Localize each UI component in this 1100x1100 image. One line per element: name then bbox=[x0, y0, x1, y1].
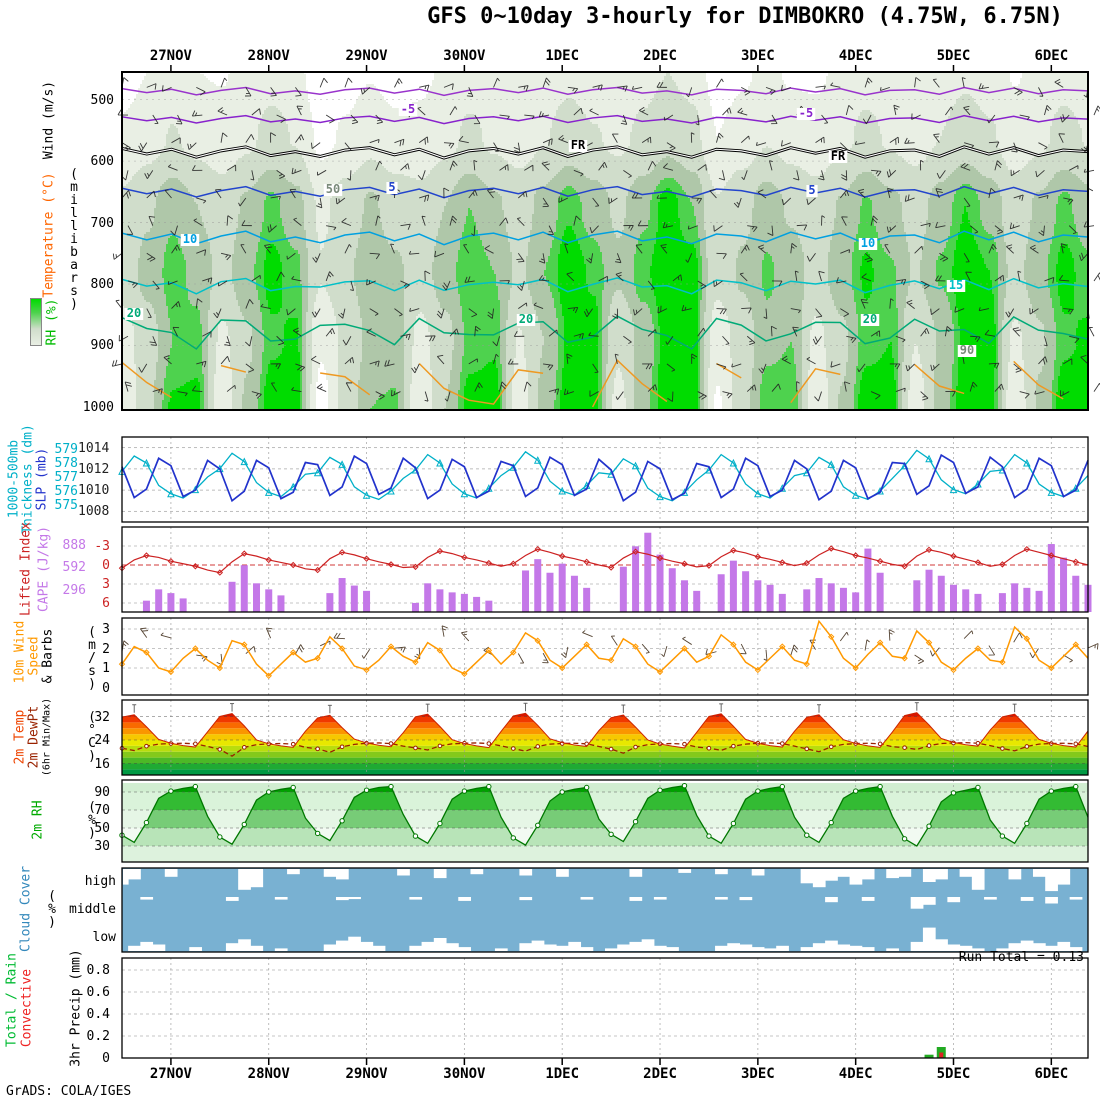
slp-tick: 1012 bbox=[78, 461, 110, 477]
date-label-bottom: 27NOV bbox=[149, 1066, 192, 1082]
wind-tick: 3 bbox=[102, 622, 110, 637]
temp-tick: 24 bbox=[94, 733, 110, 748]
rh-tick: 70 bbox=[94, 803, 110, 818]
date-label-bottom: 4DEC bbox=[838, 1066, 873, 1082]
precip-tick: 0.6 bbox=[86, 985, 110, 1000]
cloud-units-label: ( % ) bbox=[48, 889, 56, 930]
minmax-label: (6hr Min/Max) bbox=[41, 697, 53, 777]
wind-tick: 1 bbox=[102, 661, 110, 676]
thickness-tick: 576 bbox=[54, 484, 78, 499]
precip-tick: 0.2 bbox=[86, 1029, 110, 1044]
cape-tick: 296 bbox=[62, 582, 86, 598]
wind10m-barbs-label: & Barbs bbox=[40, 628, 56, 684]
date-label-top: 27NOV bbox=[149, 48, 192, 64]
pressure-tick: 600 bbox=[90, 154, 114, 170]
date-label-top: 30NOV bbox=[443, 48, 486, 64]
date-label-bottom: 3DEC bbox=[740, 1066, 775, 1082]
wind-tick: 2 bbox=[102, 641, 110, 657]
run-total-text: Run Total = 0.13 bbox=[958, 950, 1084, 965]
precip-tick: 0.4 bbox=[86, 1007, 110, 1022]
rh-units-label: RH (%) bbox=[44, 298, 60, 346]
date-label-bottom: 5DEC bbox=[936, 1066, 971, 1082]
wind-units-label: Wind (m/s) bbox=[41, 80, 57, 160]
dewpt-label: 2m DewPt bbox=[26, 705, 42, 769]
precip-tick: 0 bbox=[102, 1051, 110, 1066]
pressure-tick: 700 bbox=[90, 215, 114, 231]
date-label-top: 1DEC bbox=[545, 48, 580, 64]
rh-tick: 30 bbox=[94, 839, 110, 854]
date-label-top: 5DEC bbox=[936, 48, 971, 64]
date-label-top: 28NOV bbox=[247, 48, 290, 64]
thickness-tick: 575 bbox=[54, 498, 78, 513]
lifted-index-tick: 6 bbox=[102, 596, 110, 611]
slp-tick: 1010 bbox=[78, 483, 110, 499]
slp-label: SLP (mb) bbox=[34, 447, 50, 511]
date-label-bottom: 2DEC bbox=[643, 1066, 677, 1082]
date-label-bottom: 30NOV bbox=[443, 1066, 486, 1082]
thickness-tick: 578 bbox=[54, 456, 78, 471]
rh-colorbar bbox=[30, 298, 42, 346]
cape-tick: 888 bbox=[62, 537, 86, 553]
thickness-label-1: 1000-500mb bbox=[6, 439, 22, 519]
precip-axis-label: 3hr Precip (mm) bbox=[68, 949, 84, 1067]
lifted-index-tick: 3 bbox=[102, 577, 110, 592]
pressure-tick: 900 bbox=[90, 338, 114, 354]
wind10m-units-label: ( m / s ) bbox=[88, 625, 96, 692]
pressure-tick: 500 bbox=[90, 92, 114, 108]
date-label-bottom: 1DEC bbox=[545, 1066, 580, 1082]
cape-tick: 592 bbox=[62, 560, 86, 576]
cloud-row-label: high bbox=[84, 874, 116, 889]
grads-credit: GrADS: COLA/IGES bbox=[6, 1084, 132, 1099]
date-label-top: 29NOV bbox=[345, 48, 388, 64]
lifted-index-tick: -3 bbox=[94, 539, 110, 554]
thickness-label-2: Thickness (dm) bbox=[20, 424, 36, 534]
pressure-tick: 1000 bbox=[82, 399, 114, 415]
date-label-bottom: 29NOV bbox=[345, 1066, 388, 1082]
temp-tick: 16 bbox=[94, 756, 110, 772]
cloud-row-label: middle bbox=[69, 902, 116, 917]
millibars-label: ( m i l l i b a r s ) bbox=[70, 167, 78, 312]
rh2m-units-label: ( % ) bbox=[88, 800, 96, 841]
wind-tick: 0 bbox=[102, 680, 110, 696]
rh-tick: 90 bbox=[94, 785, 110, 800]
thickness-tick: 579 bbox=[54, 442, 78, 457]
thickness-tick: 577 bbox=[54, 470, 78, 485]
t2m-label: 2m Temp bbox=[12, 709, 28, 765]
temperature-units-label: Temperature (°C) bbox=[41, 172, 57, 298]
date-label-bottom: 28NOV bbox=[247, 1066, 290, 1082]
pressure-tick: 800 bbox=[90, 277, 114, 293]
date-label-top: 4DEC bbox=[838, 48, 873, 64]
precip-total-rain-label: Total / Rain bbox=[4, 953, 20, 1047]
cloud-cover-label: Cloud Cover bbox=[18, 865, 34, 953]
date-label-top: 6DEC bbox=[1034, 48, 1069, 64]
rh2m-label: 2m RH bbox=[30, 800, 46, 840]
page-title: GFS 0~10day 3-hourly for DIMBOKRO (4.75W… bbox=[427, 4, 1063, 29]
precip-tick: 0.8 bbox=[86, 963, 110, 978]
lifted-index-label: Lifted Index bbox=[18, 522, 34, 616]
date-label-bottom: 6DEC bbox=[1034, 1066, 1069, 1082]
wind10m-label-1: 10m Wind bbox=[12, 620, 28, 684]
precip-convective-label: Convective bbox=[19, 968, 35, 1048]
cloud-row-label: low bbox=[92, 930, 116, 945]
slp-tick: 1008 bbox=[78, 504, 110, 520]
lifted-index-tick: 0 bbox=[102, 558, 110, 573]
wind10m-label-2: Speed bbox=[26, 636, 42, 676]
date-label-top: 3DEC bbox=[740, 48, 775, 64]
cape-label: CAPE (J/kg) bbox=[36, 525, 52, 613]
rh-tick: 50 bbox=[94, 821, 110, 836]
temp-tick: 32 bbox=[94, 709, 110, 725]
t2m-units-label: ( ° C ) bbox=[88, 710, 96, 764]
date-label-top: 2DEC bbox=[643, 48, 677, 64]
slp-tick: 1014 bbox=[78, 440, 110, 456]
